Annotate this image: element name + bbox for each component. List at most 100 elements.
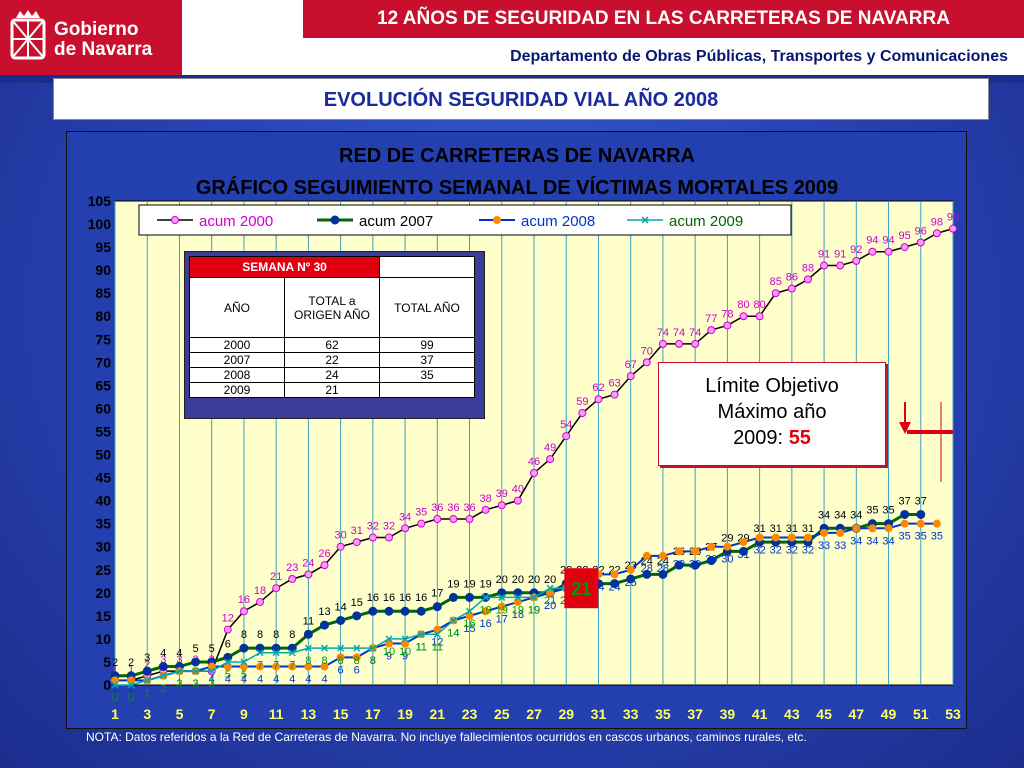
y-tick-label: 40 [95,493,111,509]
data-point [916,519,925,528]
data-point [384,533,393,542]
series-line-4 [115,587,583,686]
data-label: 16 [399,592,411,604]
data-label: 33 [818,540,830,552]
table-row: 2008 24 35 [189,367,475,383]
x-tick-label: 19 [397,706,413,722]
data-label: 30 [334,530,346,542]
data-label: 19 [512,604,524,616]
data-point [739,546,748,556]
data-label: 29 [721,532,733,544]
data-label: 59 [576,396,588,408]
data-point [304,644,312,652]
data-label: 8 [273,629,279,641]
y-tick-label: 45 [95,470,111,486]
data-point [368,533,377,542]
y-tick-label: 85 [95,285,111,301]
series-line-3 [115,522,937,682]
data-label: 40 [512,484,524,496]
data-label: 6 [225,638,231,650]
x-tick-label: 43 [784,706,800,722]
data-point [723,542,732,551]
data-label: 8 [321,655,327,667]
limit-line-3: 2009: 55 [659,425,885,451]
data-label: 7 [273,660,279,672]
x-tick-label: 49 [881,706,897,722]
data-point [820,528,829,537]
cell-total: 35 [379,367,475,383]
data-point [320,620,329,630]
data-point [159,672,167,680]
banner: 12 AÑOS DE SEGURIDAD EN LAS CARRETERAS D… [303,0,1024,38]
data-label: 6 [338,664,344,676]
data-label: 1 [128,663,134,675]
data-label: 29 [689,558,701,570]
data-label: 11 [415,641,426,653]
data-label: 28 [641,563,653,575]
data-point [546,584,554,592]
x-tick-label: 53 [945,706,961,722]
data-point [690,560,700,570]
data-point [691,339,700,348]
x-axis-ticks: 1 3 5 7 9 11 13 15 17 19 21 23 25 27 29 31 33 35 37 39 41 43 4… [111,706,961,722]
data-point [578,409,587,418]
y-tick-label: 70 [95,354,111,370]
data-label: 7 [257,660,263,672]
data-label: 8 [370,655,376,667]
data-point [304,662,313,671]
data-point [642,358,651,367]
department-label: Departamento de Obras Públicas, Transpor… [510,48,1008,65]
data-label: 3 [176,678,182,690]
data-label: 54 [560,419,572,431]
data-label: 4 [257,674,263,686]
legend-label: acum 2000 [199,213,273,230]
data-point [143,676,151,684]
page-title: EVOLUCIÓN SEGURIDAD VIAL AÑO 2008 [323,89,719,111]
data-point [223,662,232,671]
data-point [481,505,490,514]
data-point [449,616,457,624]
legend-swatch-marker [493,216,501,224]
data-label: 18 [512,609,524,621]
data-label: 8 [370,655,376,667]
data-label: 99 [947,212,959,224]
y-tick-label: 65 [95,377,111,393]
data-label: 11 [432,641,443,653]
data-point [658,569,668,579]
data-label: 35 [899,531,911,543]
data-label: 20 [496,574,508,586]
data-point [900,243,909,252]
data-point [272,662,281,671]
data-point [352,611,362,621]
cell-year: 2007 [189,352,285,368]
y-tick-label: 15 [95,608,111,624]
banner-text: 12 AÑOS DE SEGURIDAD EN LAS CARRETERAS D… [377,8,950,29]
data-label: 88 [802,262,814,274]
navarra-crest-icon [10,10,46,60]
data-label: 3 [160,654,166,666]
data-point [433,630,441,638]
data-label: 14 [447,627,459,639]
data-label: 19 [463,578,475,590]
data-point [852,256,861,265]
data-label: 8 [257,629,263,641]
data-label: 34 [834,509,846,521]
data-label: 4 [241,674,247,686]
data-point [707,326,716,335]
legend-box [138,204,792,236]
data-label: 4 [273,674,279,686]
data-label: 5 [225,669,231,681]
current-week-value: 21 [571,579,591,599]
data-label: 4 [321,674,327,686]
data-label: 35 [882,505,894,517]
data-point [675,547,684,556]
data-label: 9 [402,651,408,663]
data-point [416,606,426,616]
legend: acum 2000 acum 2007 acum 2008 acum 2009 [138,204,792,236]
data-label: 0 [112,692,118,704]
data-point [884,247,893,256]
data-point [932,519,941,528]
data-label: 20 [544,574,556,586]
data-point [272,649,280,657]
data-point [803,533,812,542]
